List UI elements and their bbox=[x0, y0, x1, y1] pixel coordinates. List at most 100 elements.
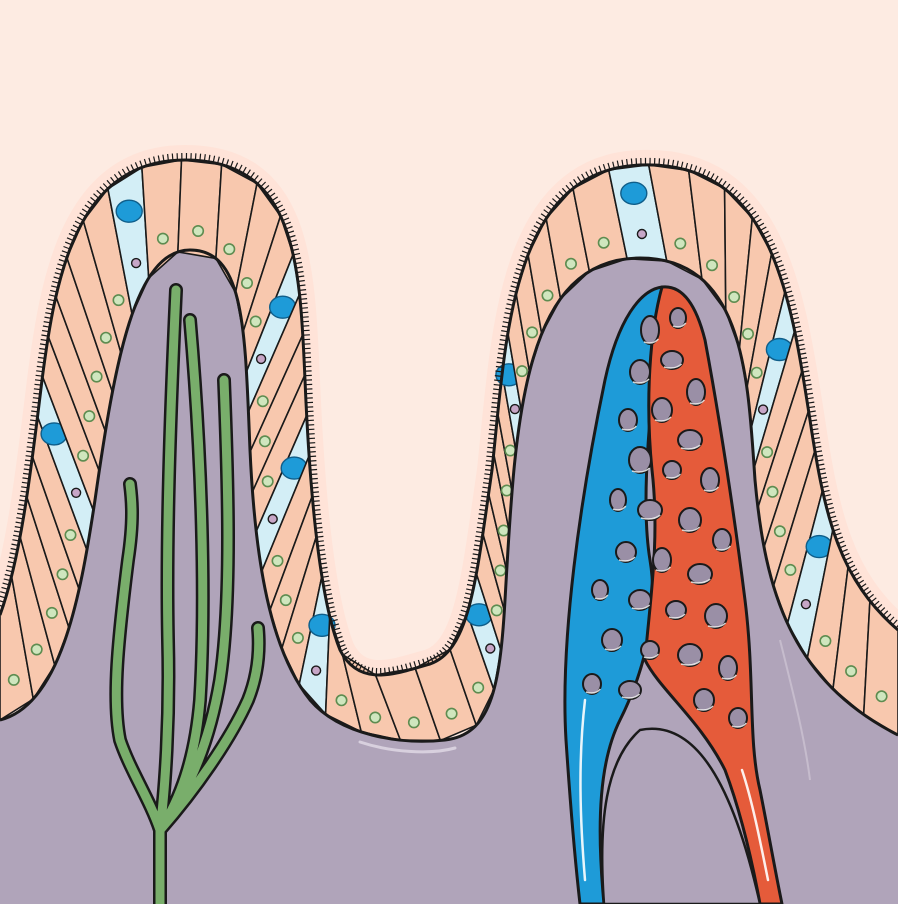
capillary-network bbox=[563, 285, 784, 904]
nucleus bbox=[504, 444, 517, 457]
nucleus bbox=[784, 563, 797, 576]
gap-highlight bbox=[696, 705, 714, 711]
gap-highlight bbox=[681, 526, 701, 532]
goblet-nucleus bbox=[485, 643, 496, 654]
nucleus bbox=[256, 395, 269, 408]
capillary-gap bbox=[651, 397, 673, 423]
nucleus bbox=[472, 681, 485, 694]
capillary-gap bbox=[618, 408, 638, 432]
capillary-gap bbox=[687, 563, 713, 585]
vessel-highlight bbox=[579, 698, 587, 882]
nucleus bbox=[766, 485, 779, 498]
capillary-gap bbox=[628, 589, 652, 611]
nucleus bbox=[112, 294, 125, 307]
goblet-nucleus bbox=[70, 487, 82, 498]
mucus-droplet bbox=[115, 199, 143, 223]
lamina-wedge bbox=[600, 727, 762, 904]
goblet-nucleus bbox=[636, 228, 648, 240]
gap-highlight bbox=[665, 473, 681, 479]
nucleus bbox=[515, 365, 528, 378]
nucleus bbox=[64, 528, 77, 541]
nucleus bbox=[223, 243, 236, 256]
nucleus bbox=[7, 673, 20, 686]
nucleus bbox=[291, 631, 304, 644]
nucleus bbox=[45, 606, 58, 619]
nucleus bbox=[541, 289, 554, 302]
nucleus bbox=[83, 410, 96, 423]
goblet-nucleus bbox=[267, 513, 278, 525]
mucus-droplet bbox=[620, 181, 648, 206]
shade-line bbox=[779, 639, 811, 781]
gap-highlight bbox=[680, 444, 701, 450]
nucleus bbox=[156, 232, 169, 245]
nucleus bbox=[258, 435, 271, 448]
lacteal-vessel bbox=[111, 285, 264, 904]
gap-highlight bbox=[715, 545, 731, 551]
nucleus bbox=[271, 554, 284, 567]
capillary-gap bbox=[609, 488, 627, 512]
capillary-gap bbox=[677, 429, 703, 451]
goblet-nucleus bbox=[509, 403, 521, 415]
gap-highlight bbox=[631, 467, 651, 473]
gap-highlight bbox=[612, 505, 627, 511]
gap-highlight bbox=[690, 578, 711, 584]
capillary-gap bbox=[700, 467, 720, 493]
goblet-nucleus bbox=[130, 257, 142, 269]
capillary-gap bbox=[628, 446, 652, 474]
capillary-gap bbox=[677, 643, 703, 667]
nucleus bbox=[773, 525, 786, 538]
gap-highlight bbox=[663, 363, 683, 369]
gap-highlight bbox=[594, 594, 609, 600]
capillary-gap bbox=[640, 315, 660, 345]
lacteal bbox=[109, 283, 266, 904]
capillary-gap bbox=[637, 499, 663, 521]
nucleus bbox=[192, 225, 205, 238]
gap-highlight bbox=[668, 613, 686, 619]
nucleus bbox=[99, 331, 112, 344]
gap-highlight bbox=[707, 622, 727, 628]
gap-highlight bbox=[721, 674, 737, 680]
gap-highlight bbox=[654, 416, 672, 422]
capillary-gap bbox=[665, 600, 687, 620]
gap-highlight bbox=[621, 425, 637, 431]
nucleus bbox=[526, 326, 539, 339]
capillary-gap bbox=[678, 507, 702, 533]
nucleus bbox=[445, 707, 458, 720]
nucleus bbox=[369, 711, 382, 724]
nucleus bbox=[241, 276, 254, 289]
basement-membrane bbox=[0, 248, 898, 743]
gap-highlight bbox=[618, 556, 636, 562]
nucleus bbox=[819, 634, 832, 647]
nucleus bbox=[279, 594, 292, 607]
gap-highlight bbox=[703, 486, 719, 492]
capillary-gap bbox=[601, 628, 623, 652]
nucleus bbox=[77, 449, 90, 462]
gap-highlight bbox=[680, 660, 701, 666]
capillary-gap bbox=[652, 547, 672, 573]
capillary-gap bbox=[615, 541, 637, 563]
capillary-gap bbox=[618, 680, 642, 700]
capillary-gap bbox=[728, 707, 748, 729]
nucleus bbox=[597, 236, 610, 249]
shade-line bbox=[358, 740, 457, 754]
nucleus bbox=[56, 568, 69, 581]
gap-highlight bbox=[643, 653, 659, 659]
nucleus bbox=[845, 665, 858, 678]
nucleus bbox=[490, 604, 503, 617]
nucleus bbox=[705, 259, 718, 272]
nucleus bbox=[674, 237, 687, 250]
gap-highlight bbox=[632, 378, 650, 384]
capillary-gap bbox=[704, 603, 728, 629]
goblet-nucleus bbox=[255, 353, 267, 365]
capillary-gap bbox=[662, 460, 682, 480]
nucleus bbox=[407, 716, 420, 729]
capillary-gap bbox=[718, 655, 738, 681]
nucleus bbox=[741, 327, 754, 340]
nucleus bbox=[261, 475, 274, 488]
nucleus bbox=[564, 257, 577, 270]
nucleus bbox=[750, 366, 763, 379]
gap-highlight bbox=[689, 399, 705, 405]
gap-highlight bbox=[621, 693, 641, 699]
